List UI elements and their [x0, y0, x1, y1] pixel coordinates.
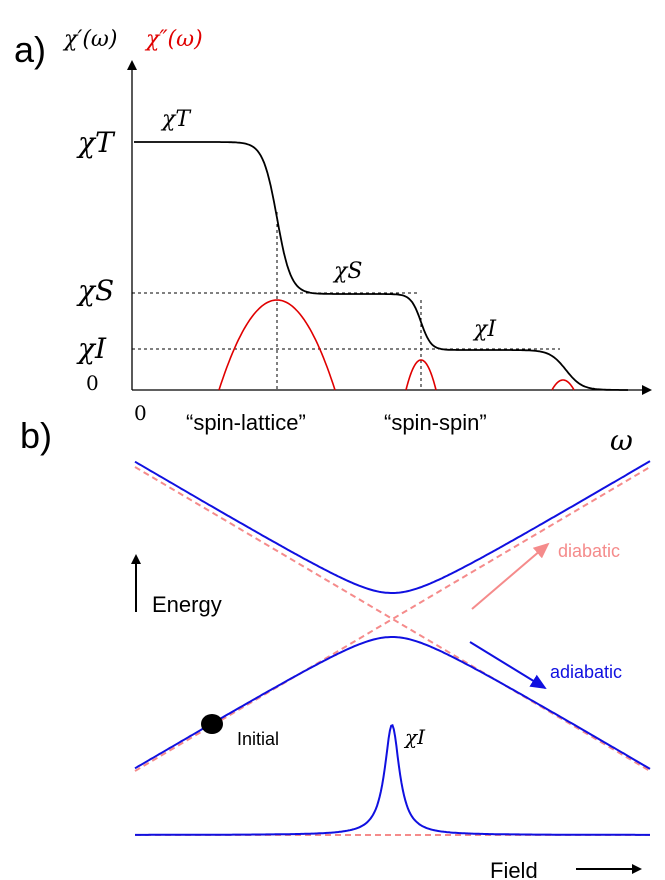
curve-label-chi-s: χS	[332, 259, 362, 284]
panel-b-label: b)	[20, 415, 52, 456]
chi-real-curve	[134, 141, 628, 391]
adiabatic-label: adiabatic	[550, 662, 622, 682]
diabatic-label: diabatic	[558, 541, 620, 561]
curve-label-chi-t: χT	[160, 107, 192, 132]
chi-i-peak-curve	[135, 723, 650, 836]
caption-spin-spin: “spin-spin”	[384, 410, 487, 435]
ytick-chi-t: χT	[76, 126, 116, 159]
chi-imag-peak-high-freq	[551, 379, 575, 391]
ytick-chi-s: χS	[76, 274, 114, 307]
adiabatic-arrow	[469, 641, 547, 690]
ylabel-real: χ′(ω)	[62, 27, 117, 52]
panel-b: b) χI Energy Field diabatic adiabatic In…	[20, 415, 651, 880]
peak-label: χI	[403, 725, 426, 749]
adiabatic-lower-branch	[134, 636, 651, 770]
curve-label-chi-i: χI	[472, 317, 497, 342]
initial-state-dot	[201, 714, 223, 734]
xtick-zero: 0	[134, 401, 147, 425]
energy-label: Energy	[152, 592, 222, 617]
field-label: Field	[490, 858, 538, 880]
adiabatic-upper-branch	[134, 460, 651, 594]
ytick-chi-i: χI	[76, 332, 107, 365]
chi-imag-peak-spin-lattice	[218, 299, 336, 391]
caption-spin-lattice: “spin-lattice”	[186, 410, 306, 435]
x-axis-label: ω	[610, 424, 633, 457]
initial-label: Initial	[237, 729, 279, 749]
ytick-zero: 0	[86, 371, 99, 395]
ylabel-imag: χ″(ω)	[144, 27, 203, 52]
panel-a-label: a)	[14, 29, 46, 70]
panel-a: a) χ′(ω) χ″(ω) χT χS χI 0 0 ω χT χS χI “…	[14, 27, 652, 457]
diabatic-arrow	[471, 542, 550, 610]
chi-imag-peak-spin-spin	[405, 359, 437, 391]
